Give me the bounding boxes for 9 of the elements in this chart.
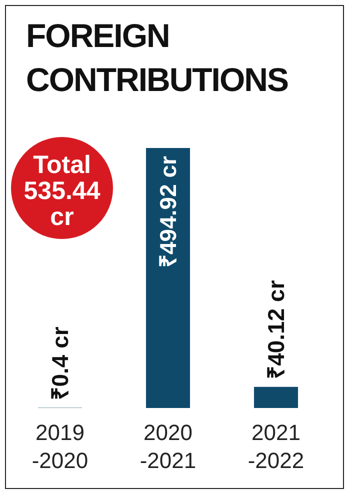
- x-tick-label: 2019 -2020: [32, 420, 88, 473]
- x-tick-label: 2021 -2022: [248, 420, 304, 473]
- circle-badge: Total 535.44 cr: [10, 136, 114, 240]
- data-label: ₹40.12 cr: [263, 280, 289, 379]
- x-tick-label: 2020 -2021: [140, 420, 196, 473]
- chart-title: FOREIGN CONTRIBUTIONS: [26, 16, 288, 100]
- data-label: ₹494.92 cr: [155, 156, 181, 268]
- annotation: Total 535.44 cr: [24, 151, 100, 231]
- data-label: ₹0.4 cr: [47, 326, 73, 400]
